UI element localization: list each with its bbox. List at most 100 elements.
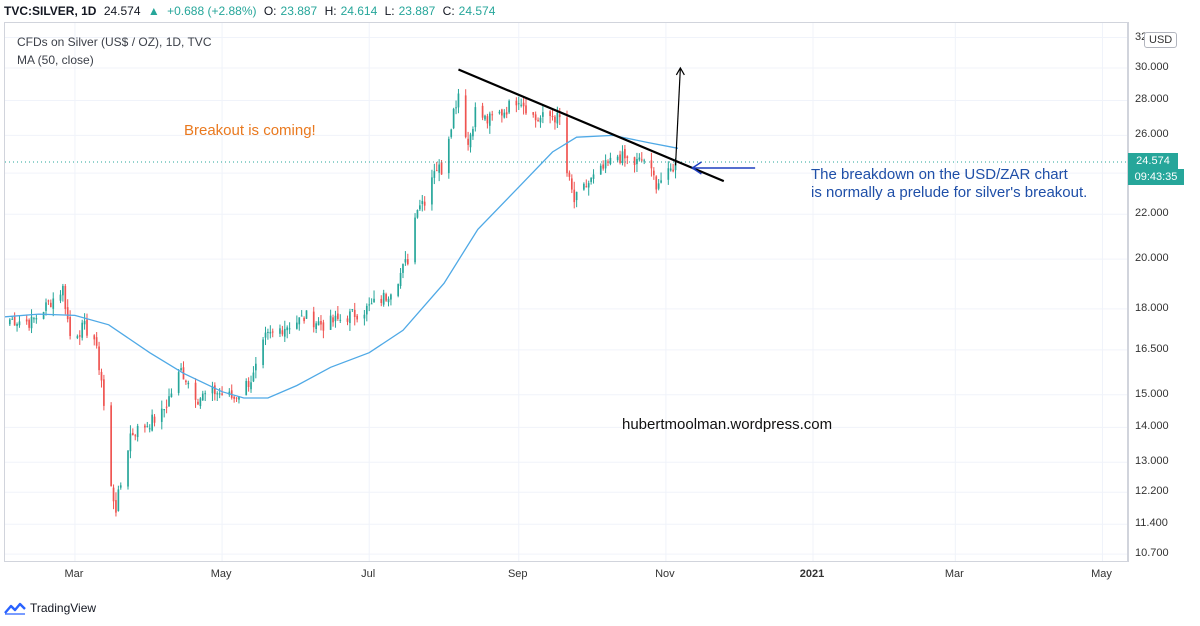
candle-body (305, 310, 308, 319)
candle-body (474, 107, 477, 128)
candle-body (127, 450, 129, 487)
candle-body (33, 318, 35, 320)
price-axis-tick: 22.000 (1135, 207, 1169, 220)
candle-body (286, 327, 289, 331)
candle-body (583, 183, 585, 190)
candle-body (674, 162, 677, 171)
chart-pane[interactable]: CFDs on Silver (US$ / OZ), 1D, TVC MA (5… (4, 22, 1128, 562)
time-axis-tick: Nov (655, 568, 675, 580)
candle-body (592, 174, 595, 179)
candle-body (185, 380, 187, 383)
candle-body (491, 114, 494, 116)
time-axis-tick: Jul (361, 568, 376, 580)
candle-body (76, 336, 79, 338)
price-axis-tick: 20.000 (1135, 252, 1169, 265)
candle-body (397, 284, 400, 296)
candle-body (624, 149, 626, 159)
candle-body (520, 104, 523, 106)
footer-brand[interactable]: TradingView (4, 598, 96, 618)
candle-body (271, 331, 274, 333)
candle-body (64, 285, 67, 310)
candle-body (28, 319, 30, 328)
candle-body (95, 337, 98, 346)
candle-body (414, 217, 416, 263)
candle-body (197, 401, 199, 405)
candle-body (556, 112, 559, 124)
indicator-title[interactable]: MA (50, close) (17, 53, 94, 67)
candle-body (599, 165, 602, 175)
candle-body (47, 300, 50, 302)
candle-body (59, 294, 62, 301)
candle-body (505, 112, 508, 115)
price-axis-tick: 14.000 (1135, 420, 1169, 433)
candle-body (49, 302, 52, 308)
time-axis[interactable]: Mar May Jul Sep Nov 2021 Mar May (4, 562, 1128, 590)
candle-body (498, 111, 501, 114)
candle-body (151, 414, 153, 431)
candle-body (655, 176, 658, 190)
candle-body (515, 100, 518, 106)
candle-body (467, 138, 469, 145)
usdzar-annotation-line2: is normally a prelude for silver's break… (811, 184, 1088, 201)
currency-badge[interactable]: USD (1144, 32, 1178, 48)
candle-body (42, 312, 45, 319)
candle-body (247, 381, 250, 387)
candle-body (501, 109, 503, 116)
candle-body (356, 315, 358, 320)
price-axis-tick: 26.000 (1135, 128, 1169, 141)
candle-body (669, 168, 672, 171)
ma-50-line (5, 134, 679, 399)
price-axis-tick: 11.400 (1135, 517, 1168, 530)
candle-body (322, 322, 325, 331)
candle-body (438, 164, 441, 173)
candle-body (110, 405, 112, 486)
candle-body (13, 316, 16, 326)
symbol-header: TVC:SILVER, 1D 24.574 ▲ +0.688 (+2.88%) … (0, 0, 1200, 22)
candle-body (633, 157, 636, 165)
candle-body (481, 105, 484, 118)
candle-body (387, 298, 390, 303)
candle-body (419, 205, 421, 210)
price-chart[interactable] (5, 23, 1128, 562)
candle-body (621, 151, 624, 164)
tradingview-logo-icon (4, 602, 26, 615)
series-title[interactable]: CFDs on Silver (US$ / OZ), 1D, TVC (17, 35, 212, 49)
candle-body (250, 382, 252, 390)
price-axis[interactable]: 10.700 11.400 12.200 13.000 14.000 15.000 16.5… (1128, 22, 1200, 562)
price-axis-tick: 12.200 (1135, 485, 1169, 498)
candle-body (554, 116, 556, 123)
candle-body (204, 393, 207, 395)
candle-body (279, 328, 281, 334)
price-axis-tick: 28.000 (1135, 93, 1169, 106)
candle-body (115, 500, 117, 513)
candle-body (283, 328, 286, 337)
candle-body (399, 272, 402, 286)
candle-body (590, 177, 592, 182)
candle-body (317, 321, 320, 326)
candle-body (440, 162, 443, 175)
candle-body (255, 363, 257, 371)
candle-body (35, 318, 38, 320)
candle-body (187, 382, 190, 385)
candle-body (144, 425, 146, 428)
candle-body (607, 161, 609, 163)
candle-body (160, 408, 163, 422)
candle-body (402, 264, 404, 273)
candle-body (382, 292, 385, 305)
symbol-name[interactable]: TVC:SILVER, 1D (4, 4, 97, 18)
candle-body (363, 314, 366, 319)
candle-body (452, 108, 455, 129)
candle-body (643, 160, 646, 162)
change-text: +0.688 (+2.88%) (167, 4, 257, 18)
candle-body (235, 397, 238, 399)
candle-body (447, 138, 450, 174)
candle-body (602, 164, 605, 169)
candle-body (604, 160, 607, 169)
candle-body (18, 321, 21, 326)
candle-body (431, 177, 433, 205)
candle-body (609, 157, 612, 165)
candle-body (298, 317, 301, 325)
candle-body (300, 315, 303, 317)
candle-body (332, 317, 334, 323)
close-label: C: (442, 4, 455, 18)
